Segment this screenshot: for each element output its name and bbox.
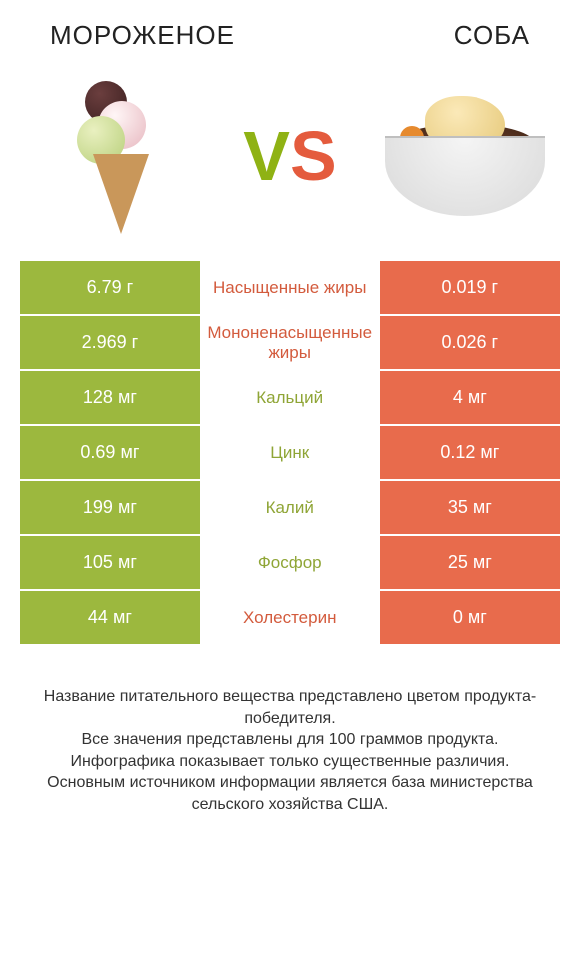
footnote-line: Название питательного вещества представл… — [30, 686, 550, 729]
header: МОРОЖЕНОЕ СОБА — [20, 20, 560, 66]
nutrient-row: 105 мгФосфор25 мг — [20, 536, 560, 591]
right-value: 0 мг — [380, 591, 560, 644]
right-value: 0.026 г — [380, 316, 560, 369]
footnote-line: Инфографика показывает только существенн… — [30, 751, 550, 773]
nutrient-row: 6.79 гНасыщенные жиры0.019 г — [20, 261, 560, 316]
infographic-container: МОРОЖЕНОЕ СОБА VS 6.79 гНасыщенные жиры0… — [0, 0, 580, 964]
footnote-line: Все значения представлены для 100 граммо… — [30, 729, 550, 751]
nutrient-row: 128 мгКальций4 мг — [20, 371, 560, 426]
nutrient-label: Насыщенные жиры — [200, 261, 380, 314]
footnote-line: Основным источником информации является … — [30, 772, 550, 815]
left-product-title: МОРОЖЕНОЕ — [50, 20, 235, 51]
bowl-icon — [385, 136, 545, 216]
cone-icon — [93, 154, 149, 234]
left-value: 105 мг — [20, 536, 200, 589]
left-value: 199 мг — [20, 481, 200, 534]
nutrient-row: 199 мгКалий35 мг — [20, 481, 560, 536]
nutrient-table: 6.79 гНасыщенные жиры0.019 г2.969 гМонон… — [20, 261, 560, 646]
left-value: 128 мг — [20, 371, 200, 424]
soba-image — [380, 76, 540, 236]
hero-row: VS — [20, 66, 560, 261]
left-value: 0.69 мг — [20, 426, 200, 479]
right-product-title: СОБА — [454, 20, 530, 51]
left-value: 44 мг — [20, 591, 200, 644]
vs-s: S — [290, 117, 337, 195]
nutrient-label: Кальций — [200, 371, 380, 424]
vs-v: V — [243, 117, 290, 195]
vs-label: VS — [243, 116, 336, 196]
nutrient-row: 44 мгХолестерин0 мг — [20, 591, 560, 646]
left-value: 6.79 г — [20, 261, 200, 314]
right-value: 25 мг — [380, 536, 560, 589]
right-value: 0.019 г — [380, 261, 560, 314]
icecream-image — [40, 76, 200, 236]
nutrient-label: Фосфор — [200, 536, 380, 589]
nutrient-label: Холестерин — [200, 591, 380, 644]
nutrient-label: Калий — [200, 481, 380, 534]
footnote: Название питательного вещества представл… — [20, 686, 560, 816]
nutrient-row: 0.69 мгЦинк0.12 мг — [20, 426, 560, 481]
nutrient-label: Цинк — [200, 426, 380, 479]
right-value: 4 мг — [380, 371, 560, 424]
right-value: 35 мг — [380, 481, 560, 534]
right-value: 0.12 мг — [380, 426, 560, 479]
left-value: 2.969 г — [20, 316, 200, 369]
nutrient-row: 2.969 гМононенасыщенные жиры0.026 г — [20, 316, 560, 371]
nutrient-label: Мононенасыщенные жиры — [200, 316, 380, 369]
